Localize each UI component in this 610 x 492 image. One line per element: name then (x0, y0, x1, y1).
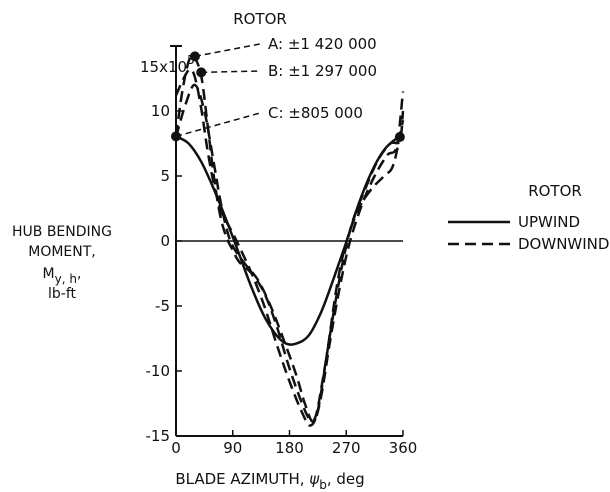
series-line-downwind-2 (174, 68, 405, 427)
x-axis-subscript: b (319, 478, 327, 492)
ticks: 0 90 180 270 360 -15 -10 -5 0 5 10 (146, 102, 418, 457)
legend-title: ROTOR (528, 182, 582, 200)
annotation-leader (194, 43, 261, 58)
x-tick-label: 90 (223, 439, 242, 457)
y-axis-symbol-comma: , (77, 266, 81, 282)
annotation-leader (201, 70, 261, 74)
x-axis-symbol: ψ (309, 470, 320, 488)
annotation-label: C: ±805 000 (268, 104, 363, 122)
chart-title: ROTOR (233, 10, 287, 28)
annotation-leader (175, 112, 261, 138)
y-tick-label: 5 (160, 167, 170, 185)
series-line-upwind-0 (175, 134, 404, 346)
x-axis-label-prefix: BLADE AZIMUTH, (175, 470, 309, 488)
legend-upwind-label: UPWIND (518, 213, 580, 231)
y-tick-label: -15 (146, 427, 171, 445)
y-axis-subscript: y, h (55, 272, 77, 286)
x-tick-label: 270 (332, 439, 361, 457)
y-tick-label: 0 (160, 232, 170, 250)
data-marker (171, 131, 181, 142)
y-tick-label: 10 (151, 102, 170, 120)
y-tick-label: -5 (155, 297, 170, 315)
x-axis-label: BLADE AZIMUTH, ψb, deg (175, 470, 364, 492)
series-lines (174, 54, 405, 427)
annotations: A: ±1 420 000 B: ±1 297 000 C: ±805 000 (175, 35, 377, 138)
y-axis-label-units: lb-ft (48, 286, 77, 302)
data-marker (196, 67, 207, 78)
series-line-downwind-3 (174, 83, 405, 423)
x-tick-label: 360 (389, 439, 418, 457)
annotation-label: B: ±1 297 000 (268, 62, 377, 80)
x-tick-label: 180 (275, 439, 304, 457)
data-marker (189, 51, 200, 62)
annotation-label: A: ±1 420 000 (268, 35, 377, 53)
data-marker (394, 132, 405, 142)
x-tick-label: 0 (171, 439, 181, 457)
y-multiplier-base: 15x10 (140, 58, 187, 76)
markers (171, 51, 405, 142)
y-tick-label: -10 (146, 362, 171, 380)
series-line-downwind-1 (174, 54, 405, 423)
y-axis-symbol: M (43, 266, 55, 282)
legend: ROTOR UPWIND DOWNWIND (448, 182, 609, 253)
legend-downwind-label: DOWNWIND (518, 235, 609, 253)
y-axis-label-line-2: MOMENT, (28, 244, 96, 260)
y-axis-label-symbol: My, h, (43, 266, 82, 286)
y-axis-label-line-1: HUB BENDING (12, 224, 112, 240)
x-axis-label-suffix: , deg (327, 470, 365, 488)
y-multiplier-exp: 5 (187, 53, 195, 67)
